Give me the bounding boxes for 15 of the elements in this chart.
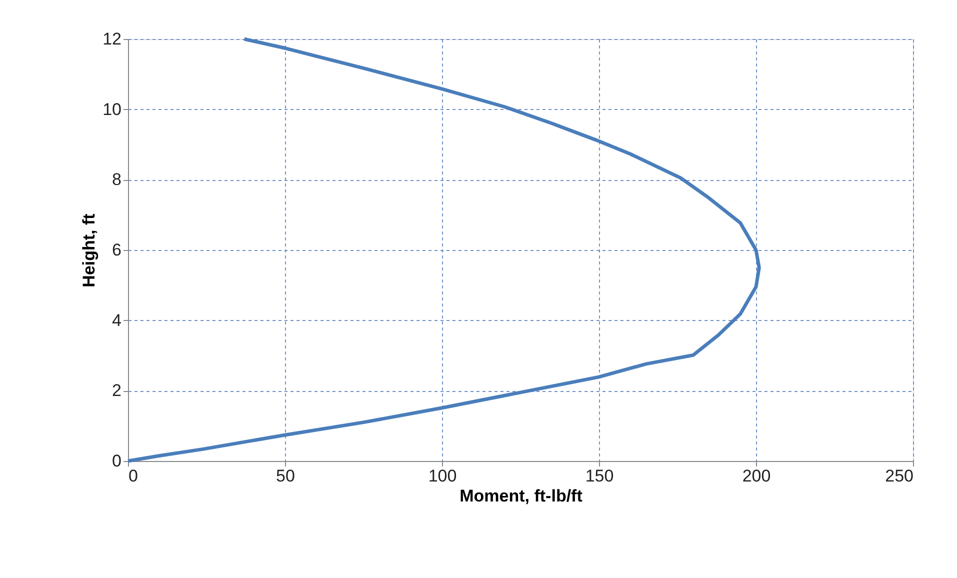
y-tick-label: 0 bbox=[112, 452, 122, 470]
x-tick-label: 250 bbox=[885, 466, 914, 486]
y-tick-label: 2 bbox=[112, 381, 122, 400]
x-tick-label: 100 bbox=[428, 466, 457, 486]
y-axis-title: Height, ft bbox=[80, 213, 99, 288]
x-tick-label: 150 bbox=[585, 466, 614, 486]
y-tick-label: 8 bbox=[112, 170, 122, 190]
x-tick-label: 200 bbox=[742, 466, 771, 486]
x-tick-label: 50 bbox=[276, 466, 295, 486]
y-tick-label: 6 bbox=[112, 240, 122, 260]
x-tick-label: 0 bbox=[128, 466, 138, 486]
y-tick-label: 12 bbox=[102, 30, 122, 48]
x-axis-title: Moment, ft-lb/ft bbox=[460, 486, 583, 506]
y-tick-label: 10 bbox=[102, 100, 122, 119]
y-tick-label: 4 bbox=[112, 310, 122, 330]
